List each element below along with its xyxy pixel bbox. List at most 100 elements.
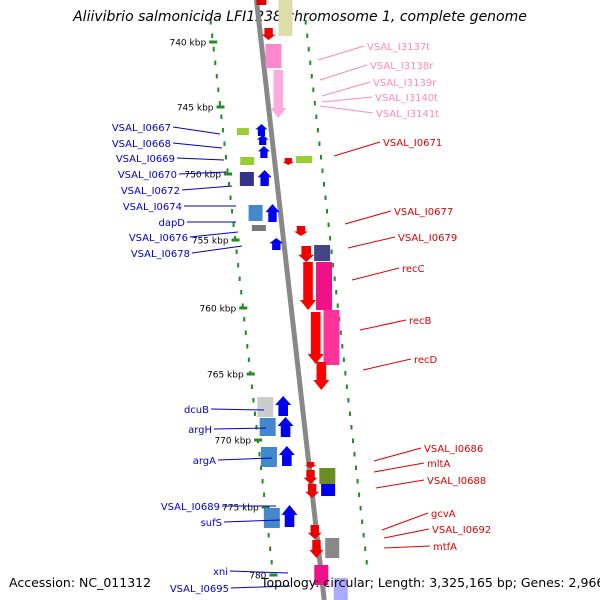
right-gene-label: VSAL_I0677 [394,207,453,218]
right-gene-label: VSAL_I0679 [398,233,457,244]
gene-block [278,0,293,36]
left-tick-dot [218,101,221,106]
left-label-line [191,245,243,254]
right-tick-dot [333,276,336,281]
left-tick-dot [229,195,232,200]
left-tick-dot [224,155,227,160]
right-label-line [351,267,400,281]
gene-block [321,484,336,496]
gene-arrow [313,362,330,390]
left-tick-dot [258,452,261,457]
left-tick-dot [214,60,217,65]
left-tick-dot [246,344,249,349]
left-label-line [181,185,233,191]
right-gene-label: VSAL_I3139r [373,78,437,89]
gene-block [248,205,263,221]
left-gene-label: VSAL_I0669 [116,154,175,165]
right-label-line [321,81,371,97]
gene-arrow [265,204,280,222]
left-tick-dot [244,330,247,335]
left-tick-dot [240,290,243,295]
left-tick-dot [212,47,215,52]
left-tick-dot [234,236,237,241]
gene-block [319,468,336,484]
kbp-tick-label: 780 [249,572,266,582]
right-gene-label: recB [409,316,432,327]
gene-arrow [278,446,295,466]
left-label-line [229,570,289,574]
right-tick-dot [306,33,309,38]
left-gene-label: VSAL_I0676 [129,233,188,244]
right-tick-dot [332,263,335,268]
right-tick-dot [316,128,319,133]
left-gene-label: dapD [158,218,185,229]
right-gene-label: mtfA [433,542,457,553]
right-tick-dot [307,47,310,52]
left-tick-dot [228,182,231,187]
left-gene-label: xni [213,567,228,578]
right-gene-label: mltA [427,459,450,470]
gene-block [259,418,276,436]
left-tick-dot [243,317,246,322]
gene-block [256,0,267,5]
left-tick-dot [238,276,241,281]
gene-block [263,508,280,528]
right-gene-label: VSAL_I3141t [376,109,439,120]
right-label-line [319,105,374,114]
right-gene-label: recD [414,355,438,366]
left-tick-dot [226,168,229,173]
right-label-line [319,64,368,81]
right-tick-dot [329,236,332,241]
left-tick-dot [247,357,250,362]
gene-arrow [307,312,324,364]
rna-gene [270,70,287,118]
kbp-tick-mark [216,105,225,109]
right-tick-dot [313,101,316,106]
left-gene-label: VSAL_I0678 [131,249,190,260]
gene-block [239,172,254,186]
right-tick-dot [335,290,338,295]
right-label-line [347,236,396,249]
left-gene-label: VSAL_I0689 [161,502,220,513]
gene-block [316,262,333,310]
right-gene-label: gcvA [431,509,456,520]
right-tick-dot [362,533,365,538]
right-tick-dot [310,74,313,79]
right-label-line [381,512,429,531]
right-tick-dot [361,519,364,524]
right-tick-dot [342,357,345,362]
right-label-line [373,462,425,473]
gene-arrow [281,505,298,527]
left-tick-dot [232,222,235,227]
left-gene-label: argH [188,425,212,436]
right-gene-label: VSAL_I0688 [427,476,486,487]
gene-arrow [282,158,295,165]
left-tick-dot [223,141,226,146]
right-gene-label: recC [402,264,425,275]
right-tick-dot [348,411,351,416]
right-gene-label: VSAL_I3137t [367,42,430,53]
gene-arrow [304,462,317,468]
left-gene-label: VSAL_I0668 [112,139,171,150]
right-tick-dot [315,114,318,119]
right-label-line [375,479,425,489]
left-tick-dot [235,249,238,254]
right-tick-dot [318,141,321,146]
gene-arrow [305,484,320,498]
map-title: Aliivibrio salmonicida LFI1238 chromosom… [73,9,527,25]
kbp-tick-label: 740 kbp [169,39,206,49]
right-tick-dot [353,452,356,457]
gene-arrow [269,238,284,250]
kbp-tick-label: 750 kbp [184,171,221,181]
left-gene-label: VSAL_I0667 [112,123,171,134]
gene-arrow [303,470,318,484]
gene-block [314,565,329,585]
left-tick-dot [241,303,244,308]
left-tick-dot [250,384,253,389]
left-label-line [223,519,281,523]
right-tick-dot [336,303,339,308]
topology-text: Topology: circular; Length: 3,325,165 bp… [261,575,600,590]
right-label-line [383,545,431,549]
left-tick-dot [253,411,256,416]
